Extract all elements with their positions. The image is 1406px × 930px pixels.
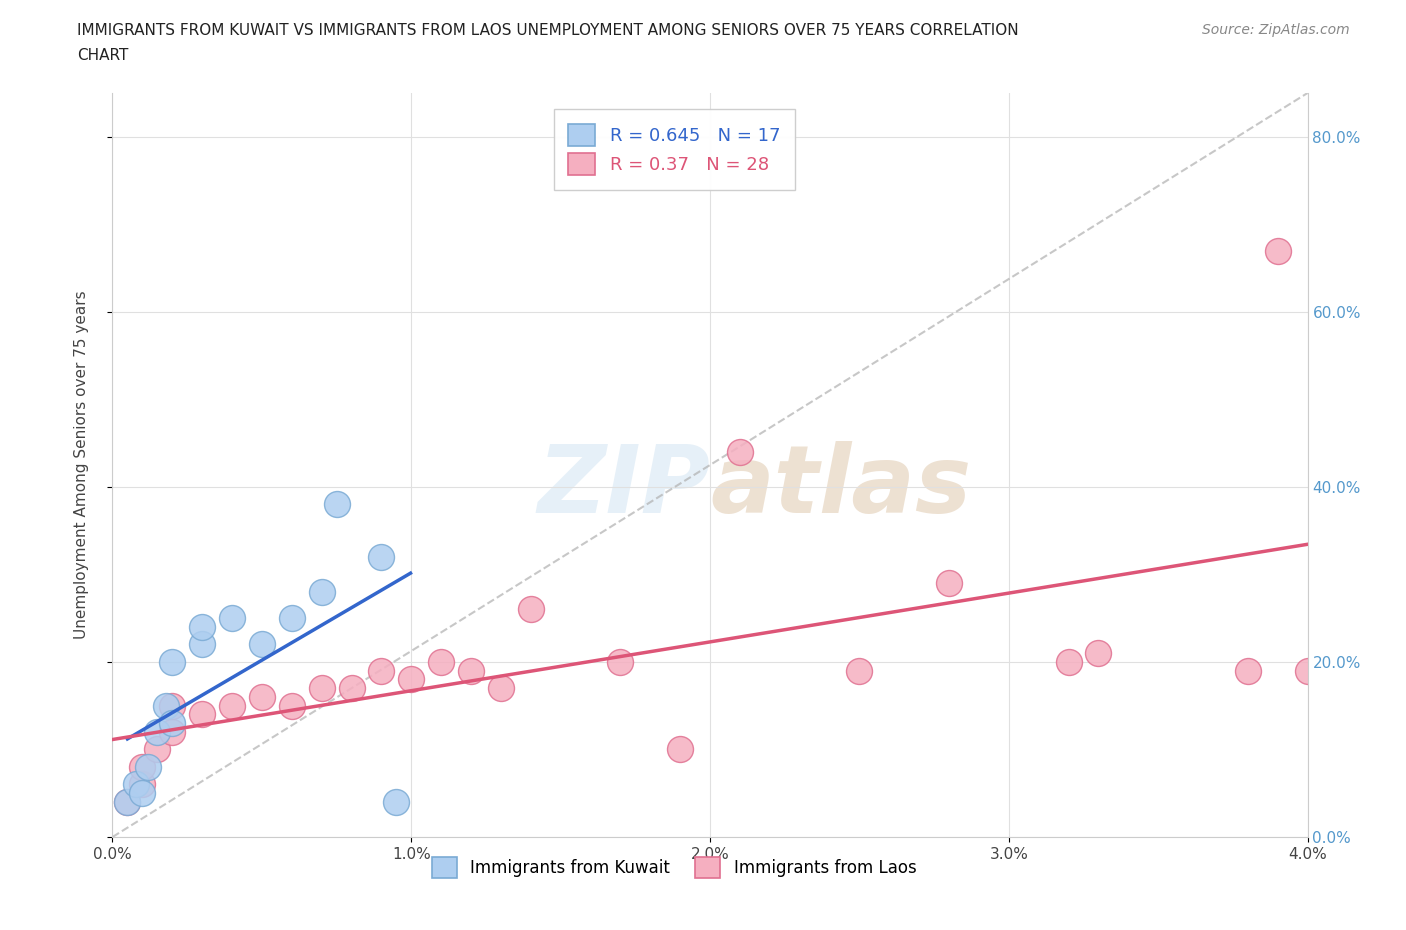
Point	[250, 689, 273, 704]
Point	[162, 655, 183, 670]
Point	[250, 637, 273, 652]
Point	[125, 777, 148, 792]
Point	[489, 681, 512, 696]
Point	[221, 611, 243, 626]
Point	[311, 681, 333, 696]
Text: atlas: atlas	[710, 442, 972, 533]
Y-axis label: Unemployment Among Seniors over 75 years: Unemployment Among Seniors over 75 years	[75, 291, 89, 639]
Text: CHART: CHART	[77, 48, 129, 63]
Point	[370, 663, 392, 678]
Point	[1237, 663, 1260, 678]
Text: Source: ZipAtlas.com: Source: ZipAtlas.com	[1202, 23, 1350, 37]
Point	[938, 576, 960, 591]
Point	[117, 794, 139, 809]
Point	[609, 655, 631, 670]
Point	[146, 724, 169, 739]
Point	[162, 698, 183, 713]
Point	[281, 611, 304, 626]
Point	[430, 655, 453, 670]
Point	[520, 602, 543, 617]
Point	[848, 663, 870, 678]
Point	[311, 584, 333, 599]
Point	[1057, 655, 1080, 670]
Point	[1296, 663, 1319, 678]
Point	[131, 760, 153, 775]
Point	[401, 672, 423, 687]
Point	[385, 794, 408, 809]
Point	[162, 716, 183, 731]
Point	[162, 724, 183, 739]
Point	[117, 794, 139, 809]
Point	[131, 777, 153, 792]
Point	[325, 497, 347, 512]
Point	[340, 681, 363, 696]
Point	[191, 637, 214, 652]
Point	[281, 698, 304, 713]
Text: IMMIGRANTS FROM KUWAIT VS IMMIGRANTS FROM LAOS UNEMPLOYMENT AMONG SENIORS OVER 7: IMMIGRANTS FROM KUWAIT VS IMMIGRANTS FRO…	[77, 23, 1019, 38]
Legend: Immigrants from Kuwait, Immigrants from Laos: Immigrants from Kuwait, Immigrants from …	[426, 851, 922, 884]
Point	[1267, 243, 1289, 258]
Point	[728, 445, 751, 459]
Point	[138, 760, 160, 775]
Point	[1087, 645, 1109, 660]
Text: ZIP: ZIP	[537, 442, 710, 533]
Point	[191, 619, 214, 634]
Point	[146, 742, 169, 757]
Point	[191, 707, 214, 722]
Point	[155, 698, 177, 713]
Point	[131, 786, 153, 801]
Point	[460, 663, 482, 678]
Point	[669, 742, 692, 757]
Point	[370, 550, 392, 565]
Point	[221, 698, 243, 713]
